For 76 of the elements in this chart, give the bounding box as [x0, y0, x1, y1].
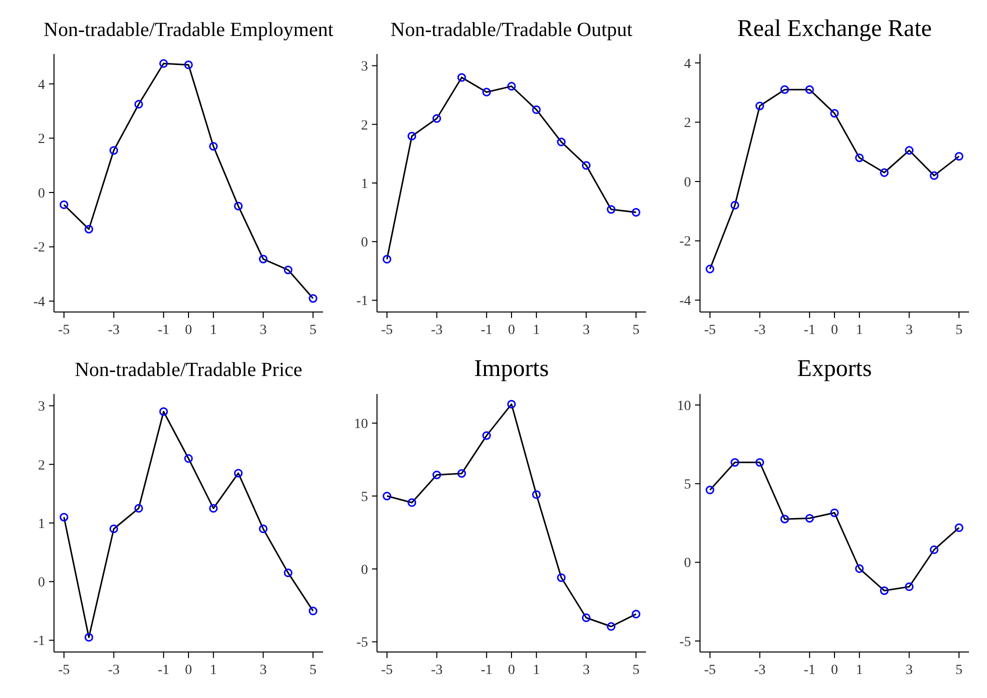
y-tick-label: 1 — [38, 516, 45, 532]
x-tick-label: 1 — [210, 663, 217, 678]
y-tick-label: 10 — [354, 417, 368, 432]
x-tick-label: 0 — [831, 323, 838, 338]
y-tick-label: -5 — [356, 636, 368, 651]
x-tick-label: -1 — [480, 323, 492, 338]
y-tick-label: 5 — [684, 478, 691, 493]
x-tick-label: 3 — [906, 323, 913, 338]
x-tick-label: 5 — [956, 663, 963, 678]
y-tick-label: 4 — [684, 56, 691, 72]
x-tick-label: -5 — [704, 323, 716, 338]
y-tick-label: 2 — [361, 118, 368, 134]
y-tick-label: 0 — [684, 175, 691, 190]
y-tick-label: -1 — [356, 294, 368, 310]
x-tick-label: 3 — [906, 663, 913, 678]
x-tick-label: 5 — [632, 663, 640, 678]
x-tick-label: -5 — [381, 323, 393, 338]
chart-title: Non-tradable/Tradable Output — [390, 19, 633, 41]
x-tick-label: 3 — [260, 323, 267, 338]
x-tick-label: 1 — [532, 323, 540, 338]
y-tick-label: 5 — [361, 490, 368, 505]
x-tick-label: 0 — [185, 663, 192, 678]
chart-title: Non-tradable/Tradable Employment — [44, 19, 334, 41]
y-tick-label: 1 — [361, 176, 368, 192]
y-tick-label: 0 — [361, 236, 368, 251]
x-tick-label: 5 — [310, 323, 317, 338]
x-tick-label: -1 — [480, 663, 492, 678]
x-tick-label: 0 — [831, 663, 838, 678]
x-tick-label: 3 — [582, 323, 590, 338]
x-tick-label: -3 — [754, 323, 766, 338]
y-tick-label: 2 — [684, 116, 691, 132]
x-tick-label: 0 — [508, 323, 515, 338]
chart-title: Non-tradable/Tradable Price — [74, 359, 302, 381]
y-tick-label: 0 — [361, 562, 368, 578]
y-tick-label: 0 — [684, 556, 691, 572]
x-tick-label: 5 — [310, 663, 317, 678]
x-tick-label: -3 — [754, 663, 766, 678]
chart-title: Real Exchange Rate — [737, 16, 932, 42]
y-tick-label: -5 — [679, 634, 691, 650]
x-tick-label: -1 — [804, 663, 816, 678]
x-tick-label: 3 — [582, 663, 590, 678]
y-tick-label: 3 — [361, 60, 368, 75]
x-tick-label: -1 — [804, 323, 816, 338]
x-tick-label: 3 — [260, 663, 267, 678]
x-tick-label: -1 — [158, 323, 170, 338]
x-tick-label: 1 — [856, 663, 863, 678]
x-tick-label: -5 — [704, 663, 716, 678]
x-tick-label: 1 — [210, 323, 217, 338]
x-tick-label: -5 — [381, 663, 393, 678]
chart-title: Exports — [797, 356, 872, 382]
y-tick-label: 10 — [677, 398, 691, 414]
x-tick-label: 1 — [856, 323, 863, 338]
x-tick-label: -3 — [108, 663, 120, 678]
chart-title: Imports — [474, 356, 549, 382]
y-tick-label: -2 — [679, 234, 691, 250]
y-tick-label: 2 — [38, 458, 45, 474]
x-tick-label: 1 — [532, 663, 540, 678]
x-tick-label: -5 — [58, 663, 70, 678]
x-tick-label: -3 — [108, 323, 120, 338]
x-tick-label: 5 — [956, 323, 963, 338]
y-tick-label: -4 — [33, 295, 45, 310]
x-tick-label: -3 — [430, 323, 443, 338]
y-tick-label: 0 — [38, 576, 45, 591]
y-tick-label: 0 — [38, 186, 45, 202]
y-tick-label: -4 — [679, 294, 691, 310]
x-tick-label: -5 — [58, 323, 70, 338]
x-tick-label: 5 — [632, 323, 640, 338]
y-tick-label: -2 — [33, 240, 45, 256]
y-tick-label: -1 — [33, 634, 45, 650]
y-tick-label: 4 — [38, 78, 45, 93]
x-tick-label: 0 — [508, 663, 515, 678]
x-tick-label: -1 — [158, 663, 170, 678]
y-tick-label: 3 — [38, 400, 45, 415]
x-tick-label: -3 — [430, 663, 443, 678]
x-tick-label: 0 — [185, 323, 192, 338]
y-tick-label: 2 — [38, 132, 45, 148]
